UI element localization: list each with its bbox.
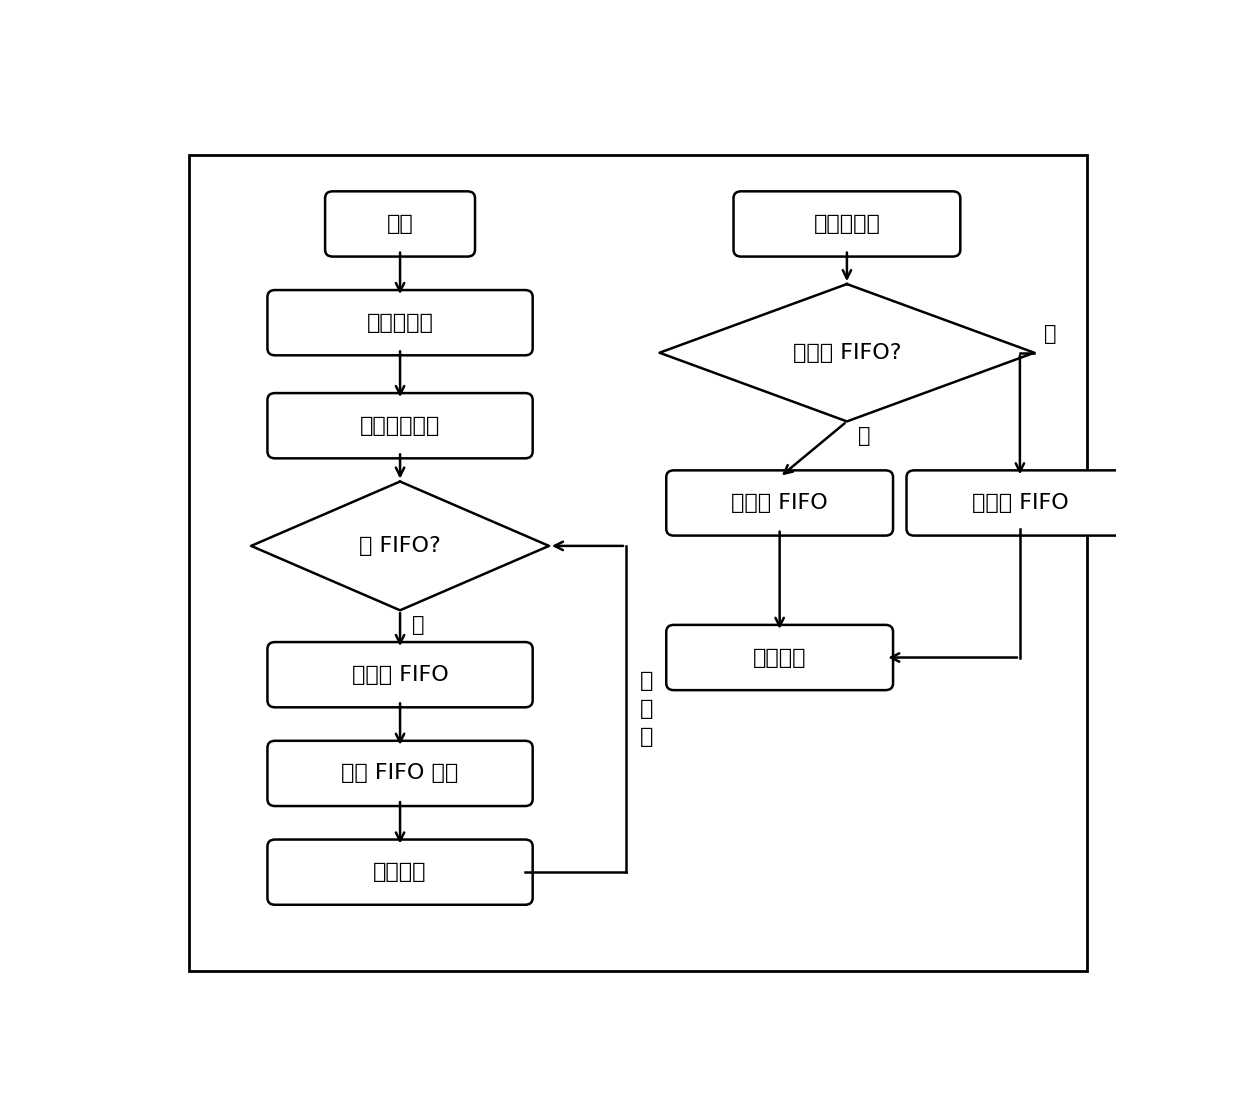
- FancyBboxPatch shape: [734, 192, 960, 256]
- Text: 是: 是: [412, 614, 424, 634]
- Polygon shape: [250, 482, 549, 610]
- Text: 显示图像: 显示图像: [373, 862, 427, 882]
- Text: 读 FIFO?: 读 FIFO?: [360, 536, 441, 556]
- FancyBboxPatch shape: [666, 471, 893, 535]
- FancyBboxPatch shape: [268, 394, 533, 458]
- Text: 摄像头初始化: 摄像头初始化: [360, 416, 440, 436]
- Text: 使能读 FIFO: 使能读 FIFO: [732, 493, 828, 513]
- FancyBboxPatch shape: [268, 840, 533, 904]
- Polygon shape: [660, 284, 1034, 421]
- FancyBboxPatch shape: [268, 642, 533, 707]
- FancyBboxPatch shape: [906, 471, 1133, 535]
- FancyBboxPatch shape: [666, 624, 893, 690]
- FancyBboxPatch shape: [268, 290, 533, 356]
- Text: 开始: 开始: [387, 214, 413, 234]
- Text: 液晶初始化: 液晶初始化: [367, 312, 434, 332]
- Text: 使能读 FIFO?: 使能读 FIFO?: [792, 342, 901, 362]
- Text: 使能写 FIFO: 使能写 FIFO: [971, 493, 1069, 513]
- Text: 场中断入口: 场中断入口: [813, 214, 880, 234]
- FancyBboxPatch shape: [325, 192, 475, 256]
- Text: 使能读 FIFO: 使能读 FIFO: [352, 665, 449, 685]
- Text: 主
循
环: 主 循 环: [640, 671, 653, 747]
- FancyBboxPatch shape: [268, 740, 533, 806]
- Text: 读取 FIFO 数据: 读取 FIFO 数据: [341, 764, 459, 784]
- Text: 否: 否: [1044, 324, 1056, 345]
- Text: 结束中断: 结束中断: [753, 648, 806, 668]
- Text: 是: 是: [858, 426, 870, 446]
